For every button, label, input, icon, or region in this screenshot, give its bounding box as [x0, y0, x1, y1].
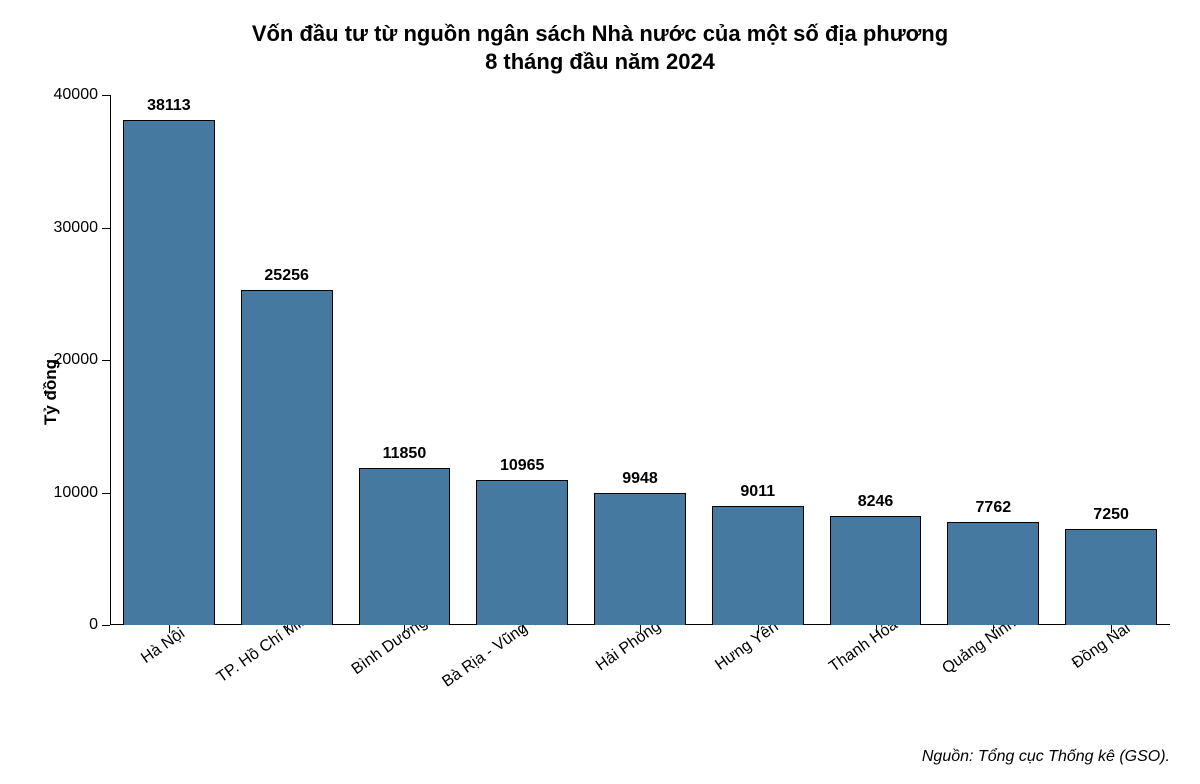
bar: 8246	[830, 516, 922, 625]
chart-container: Vốn đầu tư từ nguồn ngân sách Nhà nước c…	[0, 0, 1200, 784]
y-tick-label: 30000	[54, 219, 99, 237]
bar-value-label: 7762	[976, 499, 1012, 517]
x-tick-label: Đồng Nai	[1069, 620, 1134, 673]
y-tick-label: 0	[89, 616, 98, 634]
y-tick-label: 40000	[54, 86, 99, 104]
plot-area: 010000200003000040000Hà Nội38113TP. Hồ C…	[110, 95, 1170, 625]
y-tick	[102, 493, 110, 494]
bar-value-label: 25256	[264, 267, 309, 285]
y-tick	[102, 228, 110, 229]
y-tick-label: 20000	[54, 351, 99, 369]
bar-value-label: 11850	[383, 445, 427, 463]
bar: 38113	[123, 120, 215, 625]
bar-value-label: 9948	[622, 470, 658, 488]
bar: 25256	[241, 290, 333, 625]
x-tick-label: Thanh Hóa	[826, 616, 901, 676]
bar: 10965	[476, 480, 568, 625]
bar: 11850	[359, 468, 451, 625]
x-tick-label: Hưng Yên	[712, 618, 782, 674]
title-line-1: Vốn đầu tư từ nguồn ngân sách Nhà nước c…	[252, 21, 948, 46]
bar: 9948	[594, 493, 686, 625]
bar: 7250	[1065, 529, 1157, 625]
y-tick	[102, 360, 110, 361]
bar-value-label: 38113	[147, 97, 191, 115]
y-tick	[102, 95, 110, 96]
title-line-2: 8 tháng đầu năm 2024	[485, 49, 715, 74]
bar: 7762	[947, 522, 1039, 625]
bar: 9011	[712, 506, 804, 625]
x-tick-label: Hải Phòng	[593, 618, 665, 676]
bar-value-label: 9011	[740, 483, 775, 501]
source-text: Nguồn: Tổng cục Thống kê (GSO).	[922, 748, 1170, 766]
bar-value-label: 7250	[1093, 506, 1129, 524]
bar-value-label: 8246	[858, 493, 894, 511]
y-axis	[110, 95, 111, 625]
y-tick	[102, 625, 110, 626]
chart-title: Vốn đầu tư từ nguồn ngân sách Nhà nước c…	[0, 20, 1200, 75]
y-tick-label: 10000	[54, 484, 99, 502]
x-tick-label: Hà Nội	[138, 625, 188, 668]
bar-value-label: 10965	[500, 457, 545, 475]
